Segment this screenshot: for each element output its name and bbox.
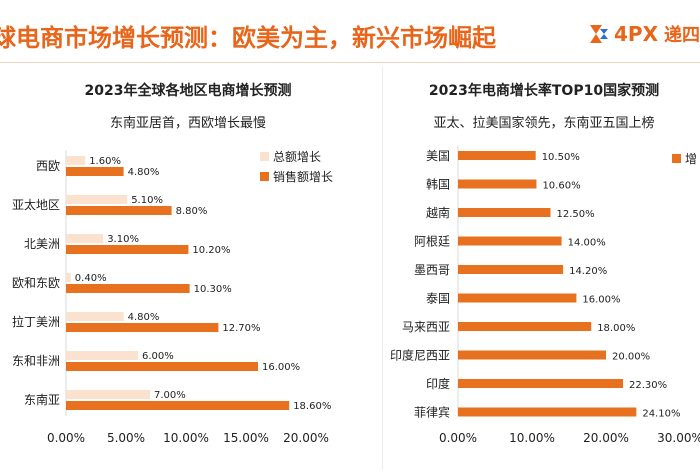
category-label: 泰国 (426, 292, 450, 306)
legend-swatch (260, 152, 269, 161)
category-label: 东和非洲 (12, 354, 60, 368)
legend-label: 总额增长 (273, 150, 321, 164)
category-label: 菲律宾 (414, 405, 450, 420)
data-label: 24.10% (642, 409, 680, 420)
data-label: 20.00% (612, 352, 650, 363)
x-tick-label: 15.00% (223, 431, 269, 445)
category-label: 墨西哥 (414, 263, 450, 277)
region-growth-chart: 西欧 1.60% 4.80% 亚太地区 5.10% 8.80% 北美洲 3.10% 10.20%… (12, 150, 333, 445)
x-tick-label: 10.00% (509, 431, 555, 445)
bar-sales (66, 323, 219, 332)
data-label: 12.70% (222, 323, 260, 334)
bar-total (66, 234, 104, 243)
data-label: 14.00% (568, 238, 606, 249)
category-label: 马来西亚 (402, 320, 450, 334)
bar-sales (66, 167, 124, 176)
x-tick-label: 30.00% (657, 431, 700, 445)
bar-growth (458, 151, 536, 160)
bar-growth (458, 208, 551, 217)
brand: 4PX 递四 (588, 20, 700, 48)
bar-growth (458, 322, 592, 331)
data-label: 7.00% (154, 390, 186, 401)
data-label: 1.60% (89, 156, 121, 167)
category-label: 印度 (426, 376, 450, 391)
chart-title: 2023年电商增长率TOP10国家预测 (428, 83, 660, 99)
category-label: 北美洲 (24, 237, 60, 251)
category-label: 美国 (426, 149, 450, 163)
bar-sales (66, 362, 258, 371)
category-label: 亚太地区 (12, 197, 60, 212)
data-label: 10.20% (192, 245, 230, 256)
x-tick-label: 0.00% (47, 431, 85, 445)
country-growth-chart: 美国 10.50% 韩国 10.60% 越南 12.50% 阿根廷 14.00% 墨西哥 14.2… (390, 146, 700, 445)
data-label: 4.80% (128, 312, 160, 323)
data-label: 22.30% (629, 380, 667, 391)
data-label: 10.60% (542, 181, 580, 192)
bar-growth (458, 350, 606, 360)
brand-logo-icon (590, 25, 608, 43)
chart-subtitle: 亚太、拉美国家领先，东南亚五国上榜 (433, 116, 655, 131)
category-label: 欧和东欧 (12, 276, 60, 290)
data-label: 4.80% (128, 167, 160, 178)
data-label: 10.30% (194, 284, 232, 295)
bar-total (66, 351, 138, 360)
x-tick-label: 20.00% (283, 431, 329, 445)
category-label: 越南 (426, 205, 450, 220)
bar-growth (458, 379, 624, 388)
region-growth-panel: 2023年全球各地区电商增长预测 东南亚居首，西欧增长最慢 西欧 1.60% 4.8… (0, 66, 376, 470)
bar-total (66, 390, 150, 399)
data-label: 5.10% (131, 195, 163, 206)
bar-growth (458, 179, 537, 189)
data-label: 18.00% (597, 323, 635, 334)
chart-title: 2023年全球各地区电商增长预测 (84, 83, 292, 99)
data-label: 3.10% (107, 234, 139, 245)
header-divider (0, 62, 700, 63)
bar-sales (66, 245, 189, 254)
x-tick-label: 0.00% (439, 431, 477, 445)
data-label: 16.00% (262, 362, 300, 373)
bar-sales (66, 401, 290, 410)
brand-name: 递四 (664, 25, 700, 46)
bar-growth (458, 407, 637, 417)
country-growth-panel: 2023年电商增长率TOP10国家预测 亚太、拉美国家领先，东南亚五国上榜 美国… (388, 66, 700, 470)
legend-label: 增 (685, 152, 697, 166)
category-label: 西欧 (36, 159, 60, 173)
x-tick-label: 20.00% (583, 431, 629, 445)
bar-total (66, 195, 128, 204)
data-label: 0.40% (75, 273, 107, 284)
category-label: 阿根廷 (414, 235, 450, 249)
bar-total (66, 273, 71, 282)
category-label: 东南亚 (24, 392, 60, 407)
bar-growth (458, 236, 562, 246)
category-label: 韩国 (426, 177, 450, 192)
bar-total (66, 312, 124, 321)
page-title: 球电商市场增长预测：欧美为主，新兴市场崛起 (0, 24, 496, 52)
chart-subtitle: 东南亚居首，西欧增长最慢 (109, 116, 266, 131)
category-label: 拉丁美洲 (12, 314, 60, 329)
data-label: 18.60% (293, 401, 331, 412)
x-tick-label: 10.00% (163, 431, 209, 445)
legend-swatch (260, 172, 269, 181)
data-label: 12.50% (557, 209, 595, 220)
bar-sales (66, 284, 190, 293)
data-label: 16.00% (582, 295, 620, 306)
x-tick-label: 5.00% (107, 431, 145, 445)
data-label: 10.50% (542, 152, 580, 163)
data-label: 14.20% (569, 266, 607, 277)
data-label: 6.00% (142, 351, 174, 362)
page-header: 球电商市场增长预测：欧美为主，新兴市场崛起 4PX 递四 (0, 0, 700, 64)
bar-total (66, 156, 86, 165)
bar-sales (66, 206, 172, 215)
legend-label: 销售额增长 (273, 169, 333, 184)
bar-growth (458, 293, 577, 303)
panel-divider (382, 66, 383, 470)
brand-logo-text: 4PX (614, 22, 658, 46)
data-label: 8.80% (176, 206, 208, 217)
legend-swatch (672, 154, 681, 163)
bar-growth (458, 265, 564, 274)
category-label: 印度尼西亚 (390, 348, 450, 363)
